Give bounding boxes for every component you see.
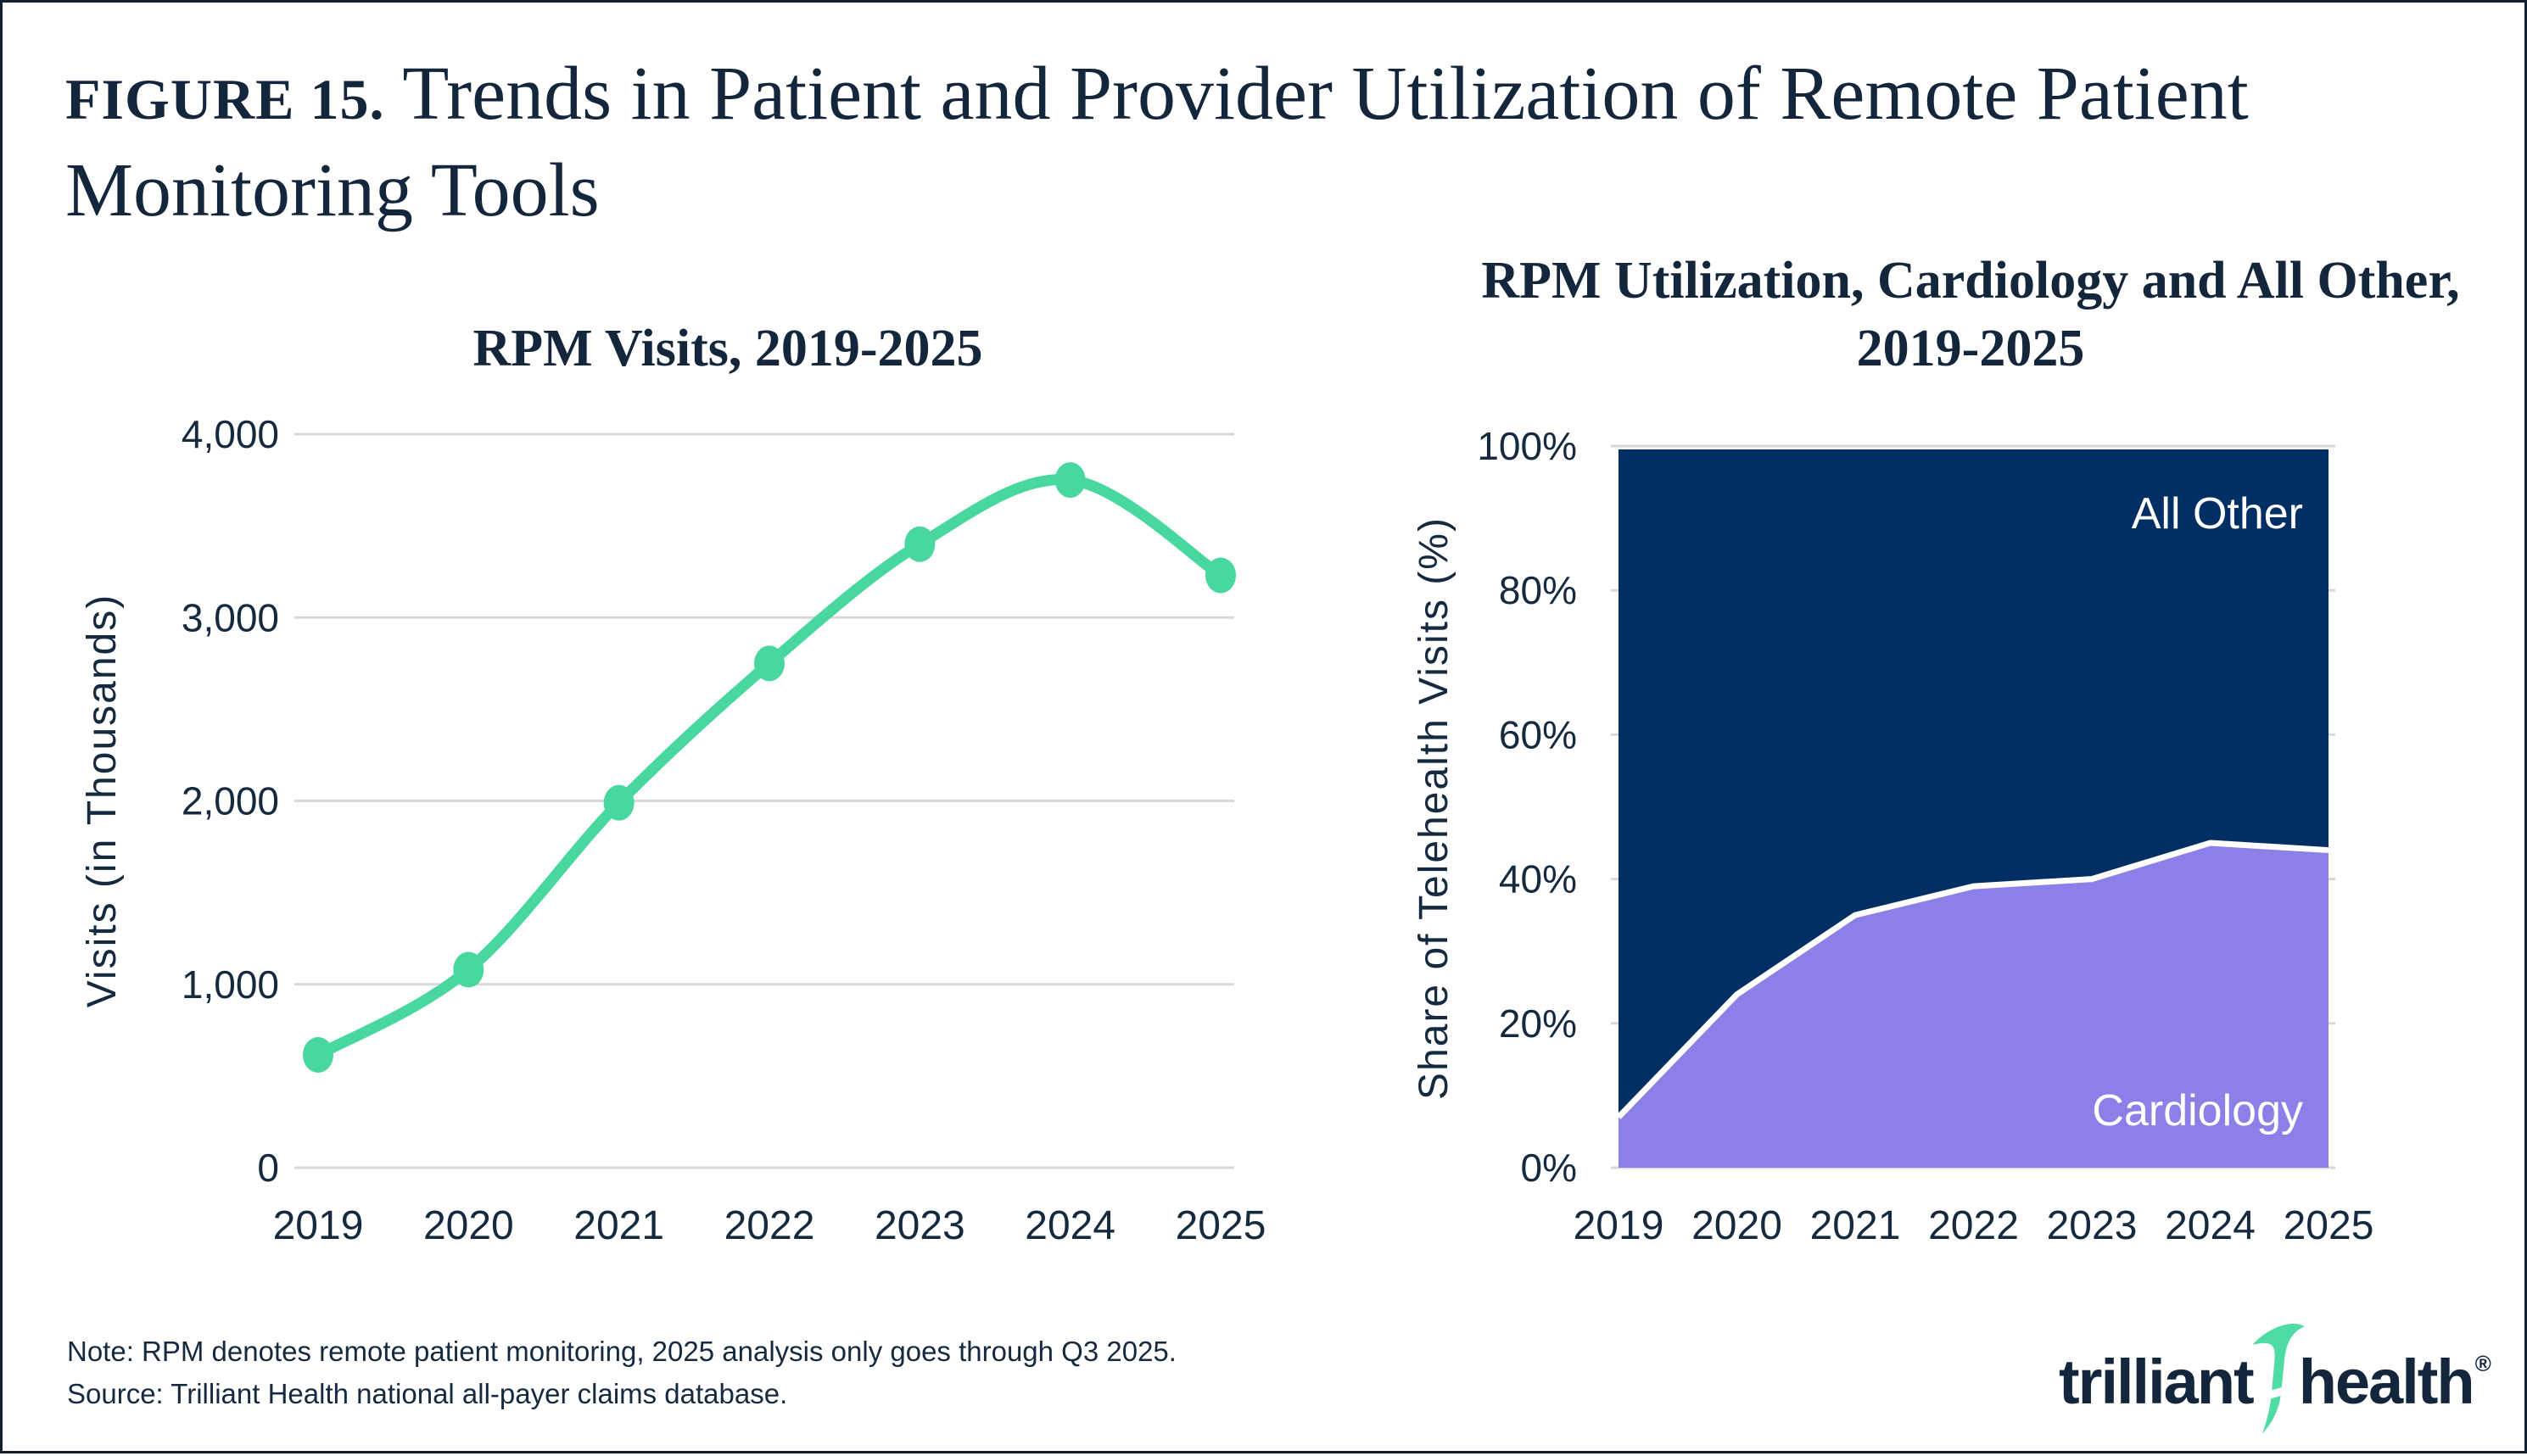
rpm-visits-data-point — [453, 951, 484, 988]
left-y-tick-label: 4,000 — [182, 412, 279, 456]
right-chart: 0% 20% 40% 60% 80% 100% All Other Cardiology 201… — [1477, 424, 2373, 1248]
right-y-tick-label: 80% — [1499, 568, 1577, 612]
cardiology-label: Cardiology — [2092, 1086, 2303, 1135]
logo-swoosh-icon — [2251, 1322, 2306, 1434]
right-x-tick-label: 2021 — [1810, 1203, 1901, 1248]
left-x-tick-label: 2022 — [724, 1203, 815, 1248]
area-boundary-line — [1616, 840, 2329, 1119]
rpm-visits-data-point — [1205, 557, 1236, 594]
note-block: Note: RPM denotes remote patient monitor… — [67, 1330, 1177, 1415]
left-x-tick-label: 2024 — [1025, 1203, 1115, 1248]
note-line: Note: RPM denotes remote patient monitor… — [67, 1336, 1177, 1367]
right-x-tick-label: 2023 — [2047, 1203, 2138, 1248]
right-y-tick-label: 60% — [1499, 712, 1577, 756]
left-chart-title: RPM Visits, 2019-2025 — [472, 320, 983, 377]
all-other-label: All Other — [2132, 489, 2303, 538]
figure-number-label: FIGURE 15. — [65, 67, 385, 131]
rpm-visits-data-point — [603, 784, 635, 821]
right-x-tick-label: 2025 — [2284, 1203, 2374, 1248]
right-x-tick-label: 2024 — [2165, 1203, 2256, 1248]
registered-trademark-symbol: ® — [2474, 1351, 2491, 1376]
left-x-tick-label: 2019 — [273, 1203, 364, 1248]
source-line: Source: Trilliant Health national all-pa… — [67, 1378, 788, 1409]
rpm-visits-data-point — [1054, 462, 1086, 499]
right-y-tick-label: 0% — [1521, 1146, 1577, 1190]
left-y-tick-label: 3,000 — [182, 595, 279, 639]
charts-canvas: 0 1,000 2,000 3,000 4,000 2019 2020 2021 2022 202… — [182, 412, 2374, 1248]
right-y-tick-label: 100% — [1477, 424, 1577, 468]
right-x-tick-label: 2019 — [1574, 1203, 1664, 1248]
right-y-tick-label: 40% — [1499, 857, 1577, 901]
right-chart-title-line1: RPM Utilization, Cardiology and All Othe… — [1481, 252, 2460, 310]
figure-title: FIGURE 15. Trends in Patient and Provide… — [65, 48, 2496, 237]
logo-word-trilliant: trilliant — [2059, 1347, 2255, 1417]
left-y-tick-label: 1,000 — [182, 962, 279, 1007]
right-chart-title: RPM Utilization, Cardiology and All Othe… — [1479, 247, 2463, 382]
figure-title-text: Trends in Patient and Provider Utilizati… — [65, 52, 2249, 232]
logo-word-health: health — [2298, 1347, 2475, 1417]
rpm-visits-data-point — [303, 1037, 333, 1074]
left-y-tick-label: 0 — [257, 1146, 279, 1190]
left-x-tick-label: 2020 — [423, 1203, 514, 1248]
right-y-tick-label: 20% — [1499, 1001, 1577, 1046]
rpm-visits-data-point — [754, 645, 785, 682]
cardiology-area — [1619, 843, 2329, 1168]
left-y-tick-label: 2,000 — [182, 779, 279, 823]
right-x-tick-label: 2022 — [1928, 1203, 2019, 1248]
trilliant-health-logo: trilliant health® — [2059, 1322, 2491, 1434]
left-x-tick-label: 2021 — [573, 1203, 664, 1248]
rpm-visits-data-point — [904, 526, 936, 562]
left-x-tick-label: 2023 — [875, 1203, 965, 1248]
right-chart-title-line2: 2019-2025 — [1856, 320, 2085, 377]
left-x-tick-label: 2025 — [1176, 1203, 1266, 1248]
left-chart: 0 1,000 2,000 3,000 4,000 2019 2020 2021 2022 202… — [182, 412, 1266, 1248]
right-x-tick-label: 2020 — [1691, 1203, 1782, 1248]
